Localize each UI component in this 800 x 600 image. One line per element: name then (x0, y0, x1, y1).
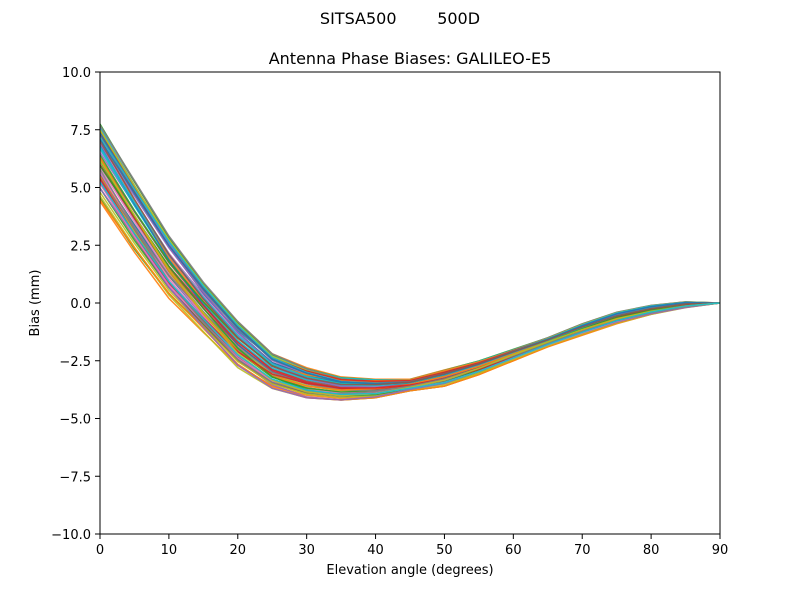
x-tick-label: 60 (505, 543, 522, 558)
series-line (100, 134, 720, 386)
series-line (100, 144, 720, 382)
x-tick-label: 40 (367, 543, 384, 558)
series-line (100, 132, 720, 385)
series-line (100, 138, 720, 382)
series-line (100, 135, 720, 383)
x-tick-label: 80 (643, 543, 660, 558)
x-tick-label: 20 (230, 543, 247, 558)
series-line (100, 127, 720, 381)
y-tick-label: 2.5 (70, 239, 91, 254)
series-line (100, 127, 720, 380)
series-line (100, 129, 720, 383)
y-axis: −10.0 −7.5 −5.0 −2.5 0.0 2.5 5.0 7.5 10.0 (51, 66, 100, 543)
series-line (100, 135, 720, 385)
series-line (100, 146, 720, 386)
series-line (100, 138, 720, 384)
chart-suptitle: SITSA500 500D (320, 9, 480, 28)
series-line (100, 165, 720, 397)
y-tick-label: −7.5 (59, 470, 91, 485)
x-axis: 0 10 20 30 40 50 60 70 80 90 (96, 534, 728, 558)
y-tick-label: 7.5 (70, 124, 91, 139)
x-tick-label: 70 (574, 543, 591, 558)
series-line (100, 159, 720, 397)
y-tick-label: −2.5 (59, 355, 91, 370)
y-tick-label: 5.0 (70, 182, 91, 197)
series-line (100, 181, 720, 396)
y-tick-label: 10.0 (62, 66, 91, 81)
series-line (100, 130, 720, 385)
series-line (100, 138, 720, 385)
y-tick-label: 0.0 (70, 297, 91, 312)
x-tick-label: 0 (96, 543, 104, 558)
series-line (100, 123, 720, 381)
series-line (100, 145, 720, 390)
x-tick-label: 10 (161, 543, 178, 558)
series-line (100, 140, 720, 386)
series-line (100, 145, 720, 388)
y-tick-label: −5.0 (59, 413, 91, 428)
x-tick-label: 90 (712, 543, 729, 558)
y-tick-label: −10.0 (51, 528, 91, 543)
series-line (100, 126, 720, 385)
series-line (100, 136, 720, 385)
series-line (100, 143, 720, 389)
x-axis-label: Elevation angle (degrees) (326, 563, 493, 578)
series-line (100, 133, 720, 383)
series-line (100, 130, 720, 384)
x-tick-label: 30 (298, 543, 315, 558)
x-tick-label: 50 (436, 543, 453, 558)
chart-title: Antenna Phase Biases: GALILEO-E5 (269, 49, 552, 68)
series-layer (100, 123, 720, 401)
series-line (100, 125, 720, 383)
y-axis-label: Bias (mm) (28, 270, 43, 337)
